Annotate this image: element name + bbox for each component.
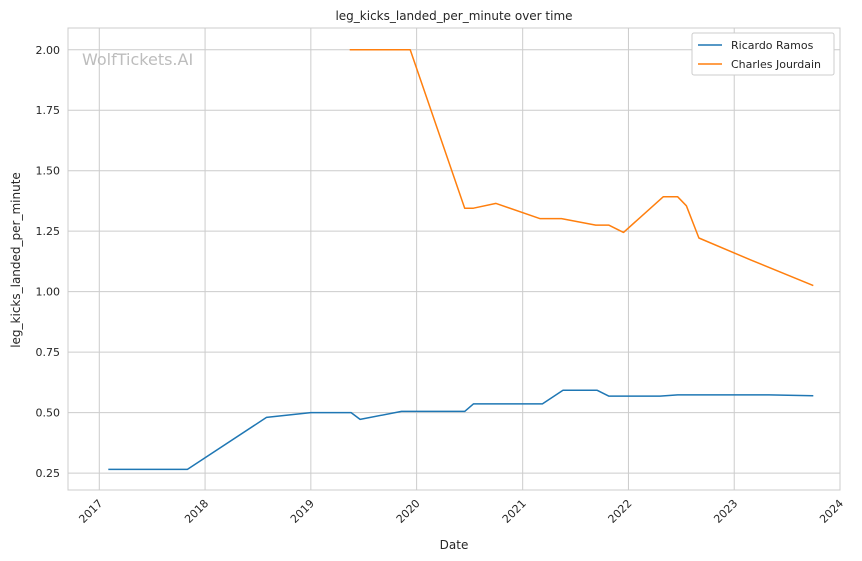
x-tick-label: 2017 xyxy=(76,497,105,526)
x-tick-label: 2018 xyxy=(182,497,211,526)
x-axis-label: Date xyxy=(440,538,469,552)
y-tick-label: 0.75 xyxy=(36,346,61,359)
y-tick-label: 0.25 xyxy=(36,467,61,480)
chart-title: leg_kicks_landed_per_minute over time xyxy=(335,9,572,23)
y-axis-label: leg_kicks_landed_per_minute xyxy=(9,172,23,348)
y-axis-ticks: 0.25 0.50 0.75 1.00 1.25 1.50 1.75 2.00 xyxy=(36,44,61,480)
y-tick-label: 1.00 xyxy=(36,286,61,299)
x-tick-label: 2024 xyxy=(817,497,846,526)
x-tick-label: 2020 xyxy=(394,497,423,526)
x-tick-label: 2023 xyxy=(711,497,740,526)
grid xyxy=(68,28,841,490)
legend-label-ricardo-ramos: Ricardo Ramos xyxy=(731,39,814,52)
y-tick-label: 1.75 xyxy=(36,104,61,117)
legend-box xyxy=(691,32,835,76)
legend: Ricardo Ramos Charles Jourdain xyxy=(691,32,835,76)
legend-label-charles-jourdain: Charles Jourdain xyxy=(731,58,821,71)
y-tick-label: 2.00 xyxy=(36,44,61,57)
x-axis-ticks: 2017 2018 2019 2020 2021 2022 2023 2024 xyxy=(76,497,846,526)
x-tick-label: 2021 xyxy=(500,497,529,526)
watermark: WolfTickets.AI xyxy=(82,50,193,69)
plot-area xyxy=(67,27,841,491)
y-tick-label: 1.50 xyxy=(36,165,61,178)
series-line-charles-jourdain xyxy=(349,49,814,287)
y-tick-label: 0.50 xyxy=(36,407,61,420)
x-tick-label: 2022 xyxy=(606,497,635,526)
series-line-ricardo-ramos xyxy=(108,389,814,471)
series-lines xyxy=(108,49,814,471)
y-tick-label: 1.25 xyxy=(36,225,61,238)
x-tick-label: 2019 xyxy=(288,497,317,526)
